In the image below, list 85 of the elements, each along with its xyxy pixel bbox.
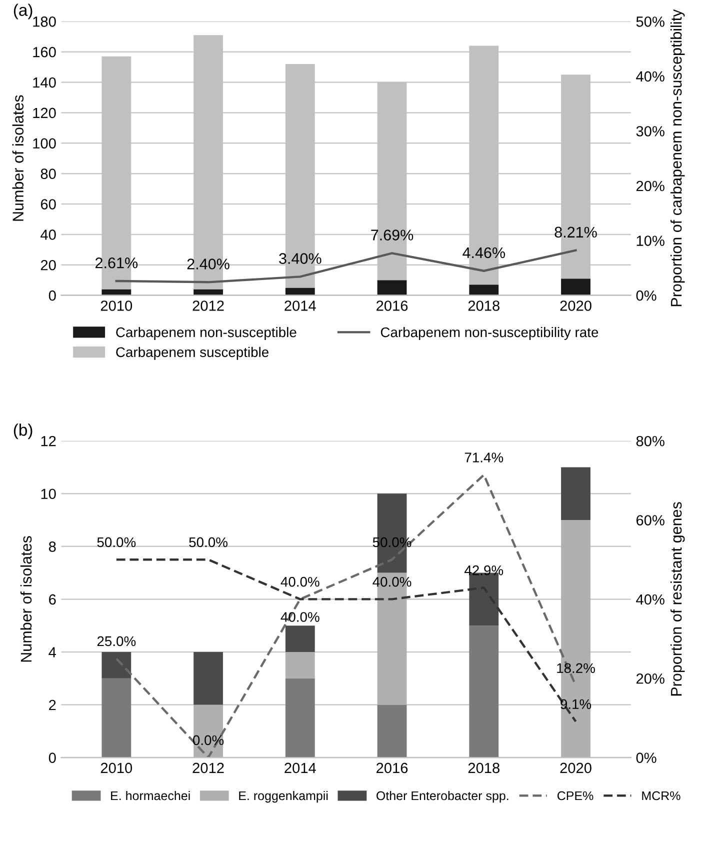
bar	[285, 678, 315, 758]
bar	[102, 678, 132, 758]
data-label: 40.0%	[372, 576, 412, 587]
x-tick-label: 2012	[192, 762, 224, 774]
y2-axis-title: Proportion of carbapenem non-susceptibility	[670, 9, 685, 306]
chart-title: (a)	[14, 4, 32, 20]
y-tick-label: 6	[49, 594, 56, 605]
chart-title: (b)	[14, 424, 32, 440]
data-label: 4.46%	[462, 247, 505, 258]
bar	[469, 284, 499, 296]
y-tick-label: 140	[33, 77, 56, 88]
data-label: 2.61%	[96, 257, 138, 268]
data-label: 25.0%	[97, 636, 136, 646]
x-tick-label: 2014	[284, 762, 316, 774]
legend-label: CPE%	[557, 791, 594, 800]
bar	[285, 626, 315, 652]
legend-label: Carbapenem non-susceptible	[116, 326, 296, 340]
y2-tick-label: 30%	[636, 126, 664, 136]
bar	[102, 652, 132, 678]
x-tick-label: 2020	[560, 300, 592, 311]
y2-axis-title: Proportion of resistant genes	[670, 502, 685, 696]
y-tick-label: 60	[40, 199, 56, 210]
x-tick-label: 2016	[376, 300, 408, 311]
y2-tick-label: 60%	[636, 515, 664, 526]
data-label: 50.0%	[97, 537, 136, 548]
y-tick-label: 4	[48, 647, 56, 658]
bar	[285, 652, 315, 678]
y2-tick-label: 0%	[636, 752, 656, 763]
data-label: 8.21%	[554, 226, 597, 238]
y2-tick-label: 10%	[636, 236, 664, 246]
y-axis-title: Number of isolates	[12, 95, 24, 221]
y2-tick-label: 0%	[636, 290, 656, 301]
data-label: 0.0%	[192, 735, 224, 746]
x-tick-label: 2018	[468, 762, 500, 774]
y-tick-label: 40	[40, 230, 56, 240]
legend-label: Carbapenem susceptible	[116, 346, 268, 360]
data-label: 3.40%	[279, 253, 322, 264]
x-tick-label: 2016	[376, 762, 408, 774]
y-axis-title: Number of isolates	[20, 536, 32, 662]
y-tick-label: 80	[40, 168, 56, 180]
y2-tick-label: 20%	[636, 673, 664, 684]
bar	[102, 289, 132, 296]
legend-label: Other Enterobacter spp.	[376, 790, 508, 803]
y-tick-label: 180	[33, 16, 56, 27]
y-tick-label: 0	[48, 290, 56, 301]
bar	[194, 652, 223, 705]
y-tick-label: 100	[33, 138, 56, 149]
bar	[377, 280, 407, 296]
x-tick-label: 2010	[100, 300, 132, 311]
y-tick-label: 12	[41, 436, 56, 446]
data-label: 71.4%	[464, 452, 504, 462]
legend-label: Carbapenem non-susceptibility rate	[380, 326, 598, 340]
data-label: 50.0%	[189, 537, 228, 548]
x-tick-label: 2014	[284, 300, 316, 311]
y2-tick-label: 50%	[636, 16, 664, 27]
y-tick-label: 0	[48, 752, 56, 763]
x-tick-label: 2018	[468, 300, 500, 311]
y2-tick-label: 40%	[636, 71, 664, 82]
data-label: 7.69%	[371, 230, 414, 240]
data-label: 18.2%	[557, 663, 595, 674]
y-tick-label: 160	[33, 46, 56, 58]
x-tick-label: 2020	[560, 762, 592, 774]
data-label: 42.9%	[464, 565, 504, 576]
y-tick-label: 10	[41, 488, 56, 500]
bar	[377, 704, 407, 758]
y2-tick-label: 20%	[636, 180, 664, 192]
y-tick-label: 20	[40, 260, 56, 270]
legend-label: MCR%	[642, 791, 680, 800]
y-tick-label: 2	[49, 700, 56, 710]
y2-tick-label: 80%	[636, 436, 664, 446]
y2-tick-label: 40%	[636, 594, 664, 605]
legend-label: E. hormaechei	[111, 790, 190, 800]
bar	[285, 288, 315, 296]
data-label: 2.40%	[187, 258, 230, 270]
y-tick-label: 8	[48, 542, 56, 552]
bar	[561, 467, 590, 520]
bar	[561, 278, 590, 296]
y-tick-label: 120	[33, 108, 56, 118]
legend-label: E. roggenkampii	[239, 790, 328, 803]
x-tick-label: 2010	[100, 762, 132, 774]
bar	[194, 289, 223, 296]
bar	[469, 626, 499, 758]
x-tick-label: 2012	[192, 300, 224, 311]
data-label: 40.0%	[280, 576, 320, 587]
data-label: 9.1%	[560, 699, 592, 710]
